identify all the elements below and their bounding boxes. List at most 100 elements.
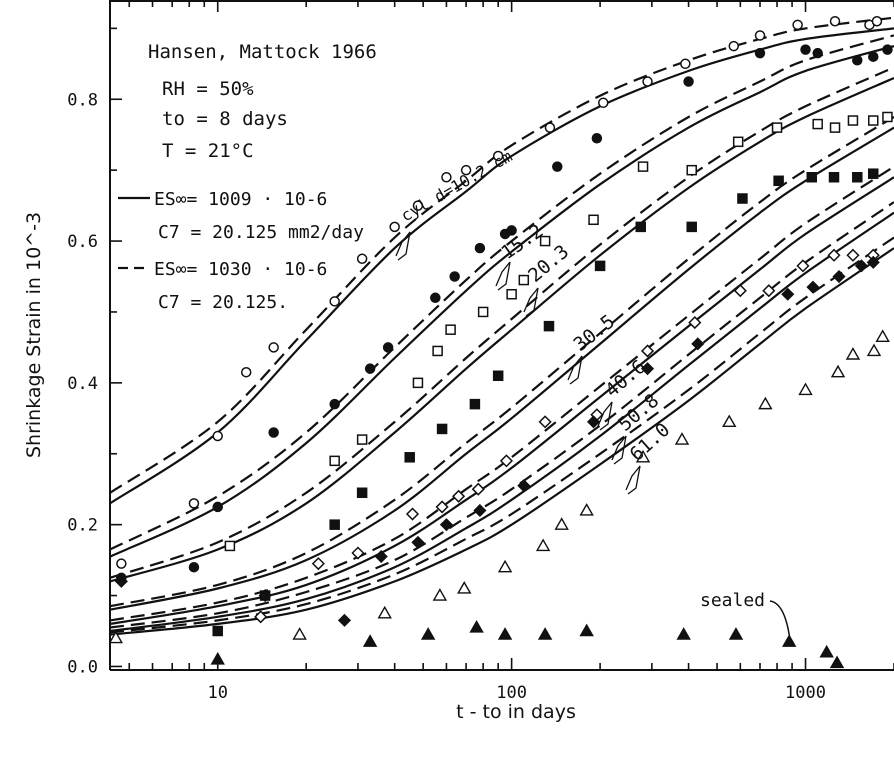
data-point (640, 362, 655, 376)
data-point (792, 19, 803, 31)
data-point (579, 623, 594, 637)
annotation-block: Hansen, Mattock 1966 RH = 50% to = 8 day… (118, 41, 377, 313)
legend-dashed-c-label: C7 = 20.125. (158, 292, 288, 313)
data-point (758, 396, 773, 410)
data-point (866, 343, 882, 357)
y-tick-label: 0.0 (67, 657, 98, 677)
curve-label-leader (627, 465, 641, 495)
data-point (517, 479, 531, 493)
data-point (829, 16, 841, 27)
curve-label-leader (397, 231, 411, 261)
data-point (497, 559, 513, 573)
data-point (588, 214, 599, 226)
data-point (108, 630, 124, 644)
data-point (830, 364, 846, 378)
data-point (800, 44, 811, 55)
solid-curve (109, 247, 894, 636)
data-point (411, 535, 425, 549)
legend-solid-eps-label: ES∞= 1009 · 10-6 (154, 189, 327, 210)
data-point (688, 316, 702, 330)
data-point (637, 161, 649, 172)
data-point (460, 164, 472, 176)
curve-label-leader (613, 435, 627, 465)
data-point (594, 260, 606, 272)
data-point (579, 503, 594, 516)
data-point (240, 366, 252, 378)
data-point (506, 225, 517, 236)
data-point (212, 430, 223, 442)
data-point (432, 588, 448, 601)
data-point (882, 111, 893, 123)
data-point (852, 171, 863, 183)
y-tick-label: 0.4 (67, 374, 98, 394)
curve-label-leader (567, 355, 583, 381)
data-point (781, 287, 795, 301)
curve-label: cyl d=10.2 cm (398, 146, 516, 225)
data-point (474, 242, 486, 254)
data-point (722, 414, 737, 428)
data-point (846, 248, 860, 262)
data-point (754, 47, 766, 59)
data-point (680, 58, 691, 70)
data-point (882, 44, 893, 55)
data-point (210, 651, 225, 665)
data-point (728, 40, 740, 52)
measured-points (108, 16, 893, 669)
axes: 10 100 1000 0.0 0.2 0.4 0.6 0.8 (67, 0, 894, 703)
data-point (469, 398, 481, 410)
data-point (377, 605, 392, 619)
data-point (875, 329, 890, 342)
data-point (452, 489, 466, 503)
data-point (337, 613, 352, 627)
data-point (642, 76, 653, 87)
data-point (827, 248, 841, 262)
solid-curve (109, 126, 894, 611)
data-point (471, 482, 485, 496)
data-point (356, 434, 368, 445)
data-point (441, 171, 452, 183)
data-point (866, 255, 880, 269)
curve-label-leader (523, 287, 539, 313)
data-point (188, 498, 200, 509)
data-point (477, 306, 489, 318)
curve-label-leader (497, 261, 511, 291)
data-point (806, 171, 818, 183)
data-point (439, 518, 453, 532)
data-point (868, 168, 879, 179)
data-point (754, 30, 766, 41)
data-point (829, 122, 841, 133)
data-point (691, 337, 705, 351)
curve-label-leader (525, 287, 539, 317)
data-point (732, 136, 744, 148)
data-point (871, 16, 883, 27)
data-point (382, 342, 394, 353)
data-point (674, 432, 690, 445)
data-point (686, 164, 697, 176)
data-point (268, 342, 279, 353)
data-point (356, 253, 368, 265)
data-point (829, 655, 845, 669)
legend-solid-c-label: C7 = 20.125 mm2/day (158, 222, 364, 243)
sealed-label: sealed (700, 590, 765, 611)
data-point (329, 519, 340, 530)
solid-curve (109, 45, 894, 558)
data-point (762, 284, 776, 298)
data-point (212, 501, 223, 513)
annotation-temp: T = 21°C (162, 140, 254, 162)
solid-curve (109, 211, 894, 633)
curve-label-leader (625, 465, 641, 491)
data-point (819, 644, 834, 658)
data-point (212, 625, 223, 637)
annotation-to: to = 8 days (162, 108, 288, 130)
data-point (806, 280, 820, 294)
data-point (683, 76, 694, 87)
data-point (796, 259, 810, 273)
dashed-curve (109, 66, 894, 579)
data-point (773, 175, 784, 187)
data-point (598, 97, 609, 109)
data-point (539, 235, 551, 247)
data-point (640, 344, 655, 358)
data-point (258, 588, 272, 603)
data-point (552, 161, 563, 172)
